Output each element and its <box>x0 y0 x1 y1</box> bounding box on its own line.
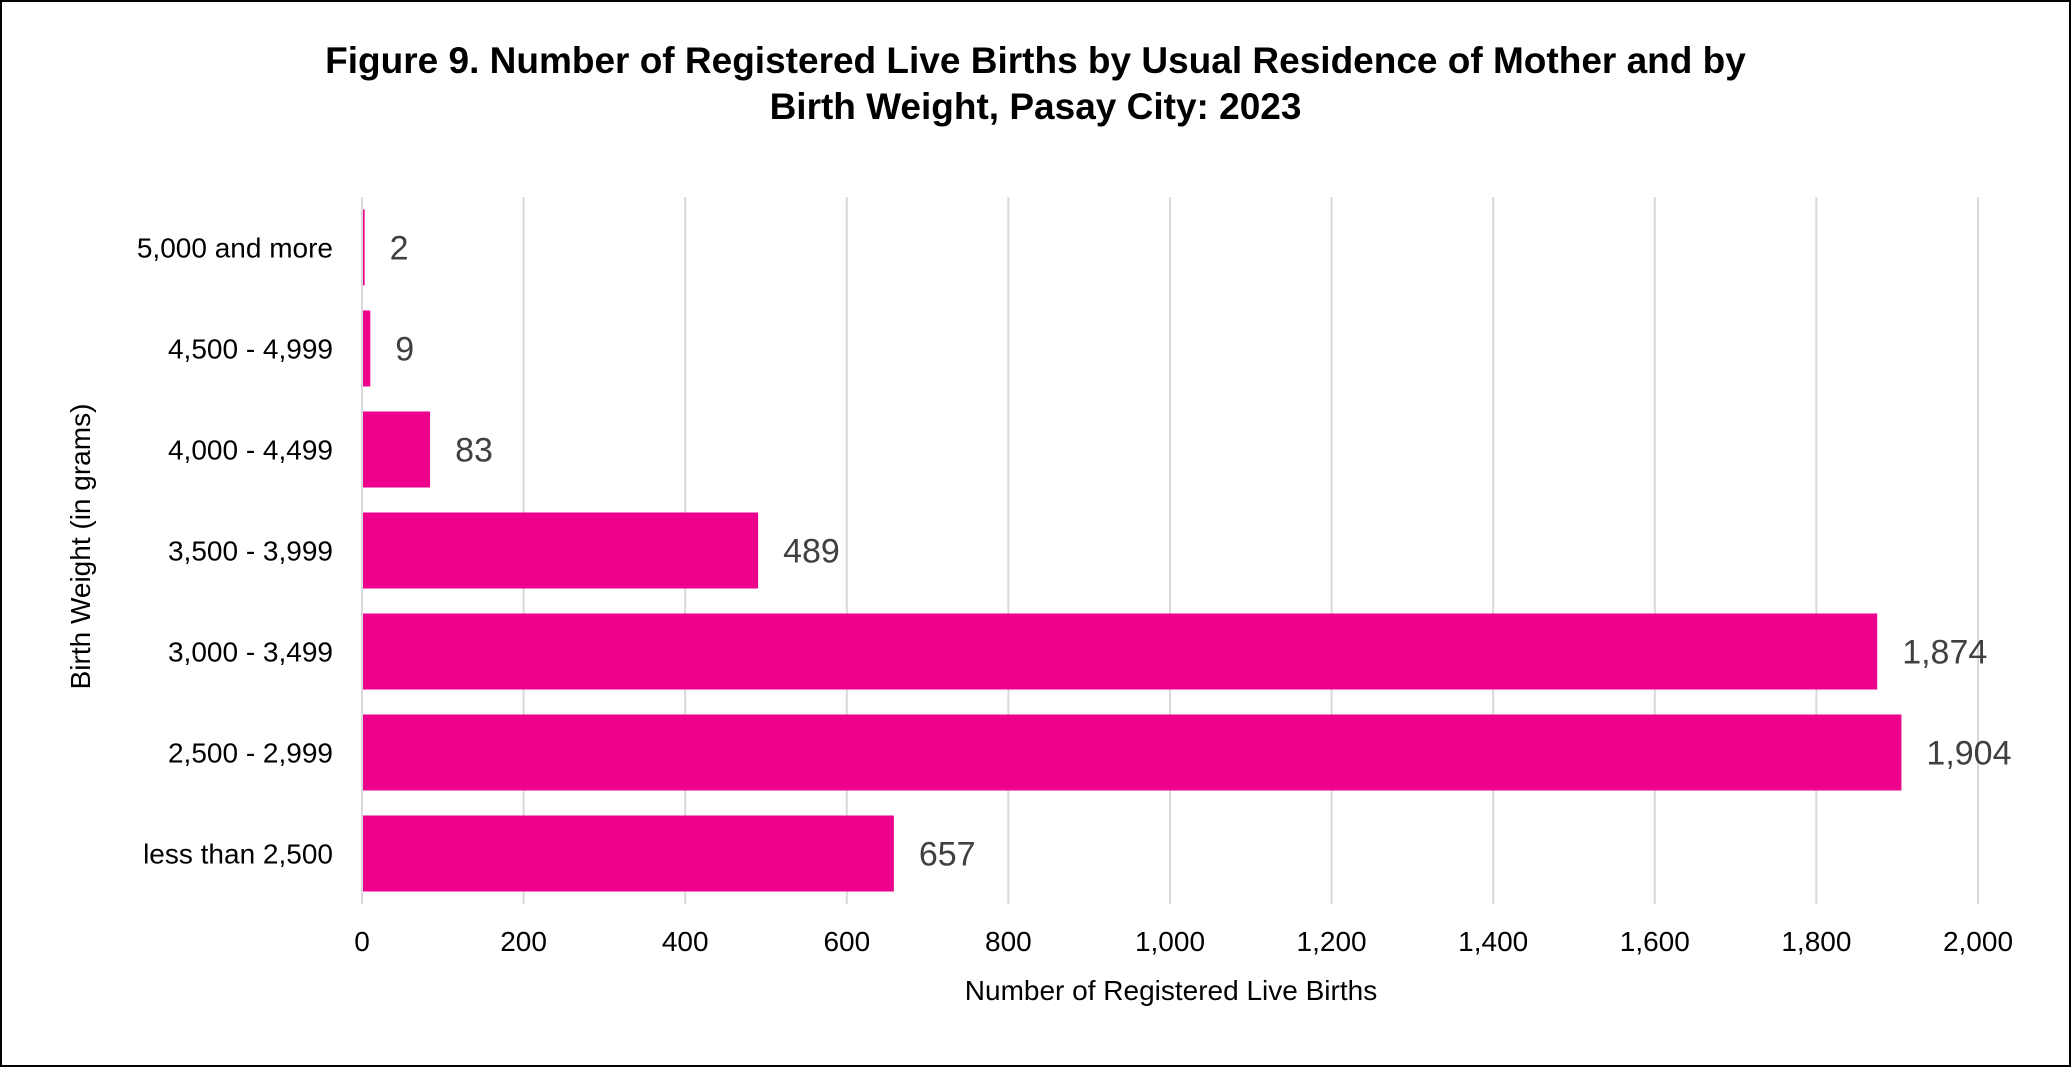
x-tick-label: 0 <box>354 926 370 957</box>
x-tick-labels: 0 200 400 600 800 1,000 1,200 1,400 1,600 1,800 2,… <box>354 926 2013 957</box>
bar <box>363 613 1878 690</box>
data-label: 657 <box>919 836 976 874</box>
bar <box>363 714 1902 791</box>
category-label: 4,000 - 4,499 <box>168 435 333 466</box>
data-label: 489 <box>783 533 840 571</box>
x-tick-label: 2,000 <box>1943 926 2013 957</box>
data-label: 83 <box>455 432 493 470</box>
data-label: 1,904 <box>1926 735 2011 773</box>
data-label: 1,874 <box>1902 634 1987 672</box>
category-label: 2,500 - 2,999 <box>168 738 333 769</box>
category-label: 3,000 - 3,499 <box>168 637 333 668</box>
category-label: less than 2,500 <box>143 839 333 870</box>
data-label: 9 <box>395 331 414 369</box>
x-tick-label: 1,600 <box>1620 926 1690 957</box>
y-axis-title: Birth Weight (in grams) <box>65 404 96 690</box>
bar <box>363 310 371 387</box>
x-tick-label: 1,200 <box>1297 926 1367 957</box>
x-tick-label: 200 <box>500 926 547 957</box>
chart-title-line-2: Birth Weight, Pasay City: 2023 <box>769 86 1302 127</box>
bar <box>363 209 365 286</box>
category-labels: 5,000 and more 4,500 - 4,999 4,000 - 4,499… <box>137 233 333 870</box>
bars <box>363 209 1902 892</box>
x-tick-label: 1,000 <box>1135 926 1205 957</box>
category-label: 5,000 and more <box>137 233 333 264</box>
bar <box>363 411 431 488</box>
category-label: 4,500 - 4,999 <box>168 334 333 365</box>
x-tick-label: 800 <box>985 926 1032 957</box>
category-label: 3,500 - 3,999 <box>168 536 333 567</box>
chart-title: Figure 9. Number of Registered Live Birt… <box>0 38 2071 130</box>
data-label: 2 <box>390 230 409 268</box>
data-labels: 2 9 83 489 1,874 1,904 657 <box>390 230 2012 874</box>
x-tick-label: 600 <box>823 926 870 957</box>
bar <box>363 815 894 892</box>
bar <box>363 512 759 589</box>
x-tick-label: 400 <box>662 926 709 957</box>
x-tick-label: 1,400 <box>1458 926 1528 957</box>
chart-title-line-1: Figure 9. Number of Registered Live Birt… <box>325 40 1746 81</box>
x-tick-label: 1,800 <box>1781 926 1851 957</box>
x-axis-title: Number of Registered Live Births <box>965 975 1377 1006</box>
